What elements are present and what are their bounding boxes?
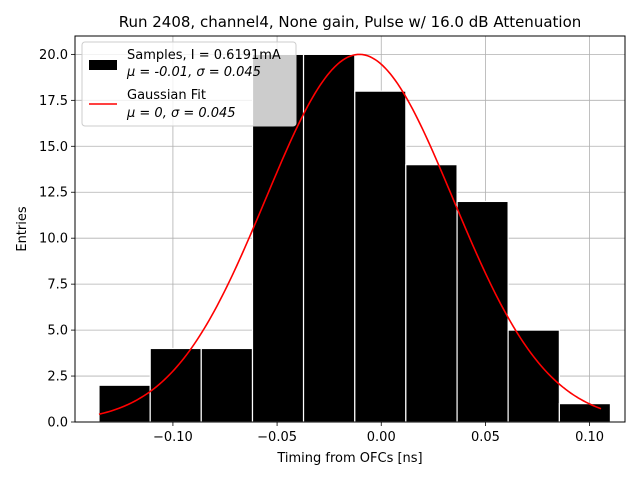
legend-box bbox=[81, 41, 297, 127]
histogram-bar bbox=[558, 403, 612, 423]
y-tick-label: 5.0 bbox=[47, 324, 68, 339]
legend-label-samples: Samples, I = 0.6191mA bbox=[127, 48, 281, 63]
x-axis-label: Timing from OFCs [ns] bbox=[276, 451, 422, 466]
legend-stats-fit: μ = 0, σ = 0.045 bbox=[126, 106, 236, 121]
plot-frame bbox=[74, 35, 626, 423]
histogram-bar bbox=[302, 53, 356, 423]
histogram-bar bbox=[98, 384, 151, 423]
x-tick-label: 0.10 bbox=[575, 430, 604, 445]
x-tick-label: −0.05 bbox=[257, 430, 297, 445]
y-tick-label: 10.0 bbox=[39, 232, 68, 247]
fit-curve bbox=[98, 53, 602, 416]
y-tick-label: 7.5 bbox=[47, 278, 68, 293]
y-tick-label: 15.0 bbox=[39, 140, 68, 155]
y-axis: 0.0 2.5 5.0 7.5 10.0 12.5 15.0 17.5 20.0 bbox=[39, 48, 75, 431]
y-tick-label: 12.5 bbox=[39, 186, 68, 201]
x-tick-label: −0.10 bbox=[153, 430, 193, 445]
x-tick-label: 0.05 bbox=[471, 430, 500, 445]
legend: Samples, I = 0.6191mA μ = -0.01, σ = 0.0… bbox=[81, 41, 297, 127]
chart-title: Run 2408, channel4, None gain, Pulse w/ … bbox=[119, 13, 582, 31]
histogram-bar bbox=[405, 164, 458, 423]
y-axis-label: Entries bbox=[15, 206, 30, 252]
y-tick-label: 17.5 bbox=[39, 94, 68, 109]
histogram-bar bbox=[354, 90, 407, 423]
x-tick-label: 0.00 bbox=[367, 430, 396, 445]
gaussian-fit bbox=[98, 53, 602, 416]
y-tick-label: 2.5 bbox=[47, 370, 68, 385]
y-tick-label: 20.0 bbox=[39, 48, 68, 63]
x-axis: −0.10 −0.05 0.00 0.05 0.10 bbox=[153, 422, 604, 445]
legend-swatch-samples bbox=[89, 60, 117, 70]
y-tick-label: 0.0 bbox=[47, 416, 68, 431]
histogram-bar bbox=[456, 200, 509, 423]
histogram-bars bbox=[98, 53, 612, 423]
legend-label-fit: Gaussian Fit bbox=[127, 88, 206, 103]
histogram-bar bbox=[200, 347, 254, 423]
legend-stats-samples: μ = -0.01, σ = 0.045 bbox=[126, 65, 261, 80]
